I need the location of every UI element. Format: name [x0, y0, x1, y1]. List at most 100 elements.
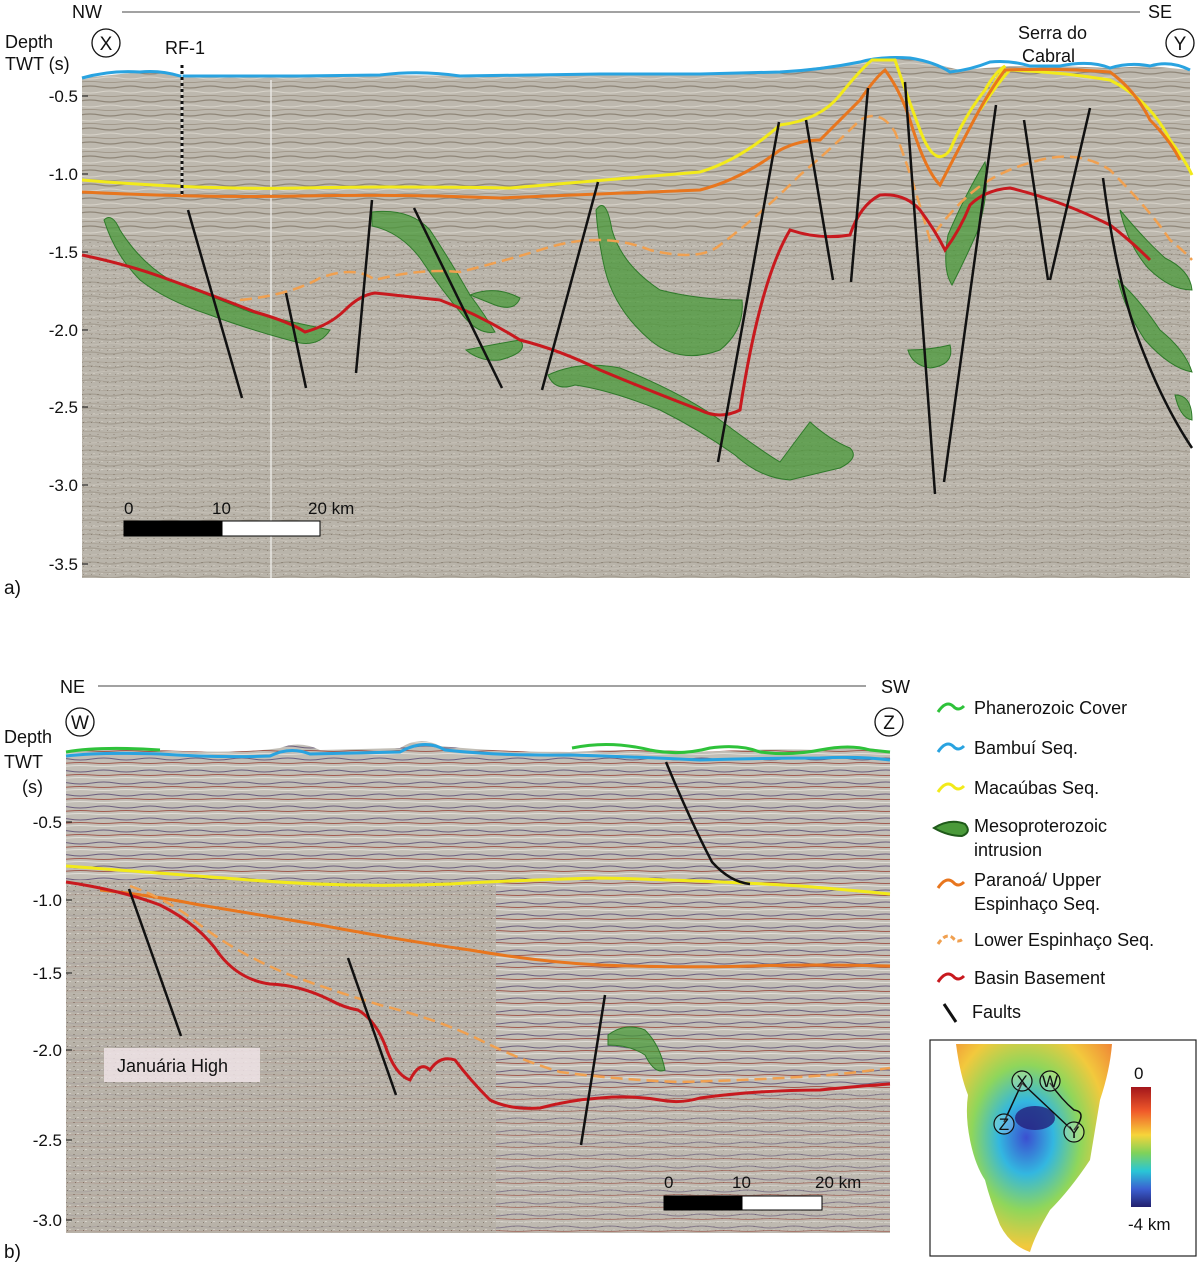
panel-a-tick-3: -2.0	[49, 321, 78, 340]
fault-a4	[412, 207, 504, 389]
fault-a9	[903, 81, 937, 495]
panel-a-axis-title-line1: Depth	[5, 32, 53, 52]
panel-a-scale-bar: 0 10 20 km	[123, 499, 354, 537]
panel-a-scale-20: 20 km	[308, 499, 354, 518]
panel-b-basement-horizon	[65, 880, 891, 1110]
intrusion-a4	[464, 339, 523, 361]
panel-b-lower-espinhaco-horizon	[129, 884, 891, 1084]
panel-a-tick-1: -1.0	[49, 165, 78, 184]
panel-b-axis-title-line1: Depth	[4, 727, 52, 747]
panel-b-axis-title-line2: TWT	[4, 752, 43, 772]
inset-map-label-y: Y	[1068, 1123, 1079, 1142]
panel-a-feature-label-line1: Serra do	[1018, 23, 1087, 43]
svg-text:Espinhaço Seq.: Espinhaço Seq.	[974, 894, 1100, 914]
legend-item-lower-espinhaco: Lower Espinhaço Seq.	[936, 930, 1154, 950]
intrusion-a6	[547, 364, 854, 481]
panel-a-direction-right: SE	[1148, 2, 1172, 22]
panel-b: NE SW W Z Depth TWT (s) -0.5 -1.0 -1.5 -…	[4, 677, 910, 1263]
svg-text:Lower Espinhaço Seq.: Lower Espinhaço Seq.	[974, 930, 1154, 950]
svg-text:Faults: Faults	[972, 1002, 1021, 1022]
panel-a-macaubas-horizon	[81, 58, 1194, 190]
panel-b-direction-left: NE	[60, 677, 85, 697]
inset-map-deep-zone	[1015, 1106, 1055, 1130]
inset-map-label-z: Z	[999, 1115, 1009, 1134]
panel-a-faults	[186, 81, 1194, 495]
panel-a-end-marker-right	[1165, 28, 1195, 58]
panel-b-y-axis: -0.5 -1.0 -1.5 -2.0 -2.5 -3.0	[33, 813, 72, 1230]
inset-map-section-xz	[1003, 1082, 1023, 1123]
panel-a-paranoa-horizon	[81, 67, 1182, 200]
panel-b-tick-0: -0.5	[33, 813, 62, 832]
panel-a-label: a)	[4, 578, 21, 599]
panel-a-end-label-right: Y	[1174, 34, 1187, 55]
panel-a-scale-0: 0	[124, 499, 133, 518]
intrusion-a5	[595, 205, 743, 357]
svg-text:Paranoá/ Upper: Paranoá/ Upper	[974, 870, 1101, 890]
panel-b-end-label-right: Z	[883, 713, 895, 734]
fault-a8	[849, 87, 870, 283]
inset-map-basin	[956, 1044, 1112, 1252]
inset-map-colorbar-bottom: -4 km	[1128, 1215, 1171, 1234]
panel-b-phanerozoic-horizon	[65, 742, 891, 756]
panel-b-direction-right: SW	[881, 677, 910, 697]
panel-b-scale-0: 0	[664, 1173, 673, 1192]
fault-a2	[284, 292, 308, 389]
panel-a-tick-0: -0.5	[49, 87, 78, 106]
panel-b-feature-label: Januária High	[117, 1056, 228, 1076]
panel-b-faults	[127, 761, 751, 1146]
legend-item-intrusion: Mesoproterozoic intrusion	[932, 816, 1107, 860]
svg-text:Mesoproterozoic: Mesoproterozoic	[974, 816, 1107, 836]
fault-b1	[127, 888, 183, 1037]
panel-b-noise-right	[496, 1090, 890, 1233]
panel-a-lower-espinhaco-horizon	[239, 114, 1193, 302]
panel-b-label: b)	[4, 1242, 21, 1263]
panel-a-y-axis: -0.5 -1.0 -1.5 -2.0 -2.5 -3.0 -3.5	[49, 87, 88, 574]
intrusion-a9	[1119, 209, 1193, 291]
inset-map-section-wz	[1049, 1082, 1082, 1131]
fault-a5	[540, 181, 600, 391]
legend-item-macaubas: Macaúbas Seq.	[936, 778, 1099, 798]
inset-map-section-xy	[1021, 1082, 1073, 1131]
inset-map: X W Z Y 0 -4 km	[929, 1039, 1197, 1257]
panel-b-paranoa-horizon	[99, 888, 891, 969]
intrusion-a3	[468, 290, 521, 308]
panel-a-tick-2: -1.5	[49, 243, 78, 262]
svg-text:intrusion: intrusion	[974, 840, 1042, 860]
fault-b4	[664, 761, 751, 886]
legend-item-faults: Faults	[942, 1002, 1021, 1023]
fault-b2	[346, 957, 398, 1096]
svg-text:Bambuí Seq.: Bambuí Seq.	[974, 738, 1078, 758]
inset-map-colorbar	[1131, 1087, 1151, 1207]
legend-item-phanerozoic: Phanerozoic Cover	[936, 698, 1127, 718]
fault-a1	[186, 209, 244, 399]
fault-a10	[942, 104, 998, 483]
panel-b-bambui-horizon	[65, 743, 891, 762]
panel-b-tick-1: -1.0	[33, 891, 62, 910]
panel-a-end-label-left: X	[100, 34, 113, 55]
panel-a-axis-title-line2: TWT (s)	[5, 54, 70, 74]
panel-b-scale-10: 10	[732, 1173, 751, 1192]
panel-a-scale-10: 10	[212, 499, 231, 518]
panel-a-basement-horizon	[81, 186, 1152, 417]
inset-map-colorbar-top: 0	[1134, 1064, 1143, 1083]
fault-a13	[1101, 177, 1194, 449]
fault-a3	[354, 199, 374, 374]
fault-a11	[1022, 119, 1050, 281]
panel-b-tick-3: -2.0	[33, 1041, 62, 1060]
legend-item-paranoa: Paranoá/ Upper Espinhaço Seq.	[936, 870, 1101, 914]
intrusion-a10	[1117, 278, 1193, 373]
legend-item-basement: Basin Basement	[936, 968, 1105, 988]
panel-b-end-label-left: W	[71, 713, 89, 734]
intrusion-a11	[1174, 394, 1193, 421]
inset-map-label-w: W	[1042, 1072, 1058, 1091]
panel-a-feature-label-line2: Cabral	[1022, 46, 1075, 66]
panel-a-bambui-horizon	[81, 56, 1191, 80]
fault-b3	[579, 994, 607, 1146]
panel-a-end-marker-left	[91, 28, 121, 58]
panel-b-scale-20: 20 km	[815, 1173, 861, 1192]
panel-a-tick-5: -3.0	[49, 476, 78, 495]
inset-map-label-x: X	[1016, 1072, 1027, 1091]
legend: Phanerozoic Cover Bambuí Seq. Macaúbas S…	[932, 698, 1154, 1023]
panel-a-well-label: RF-1	[165, 38, 205, 58]
